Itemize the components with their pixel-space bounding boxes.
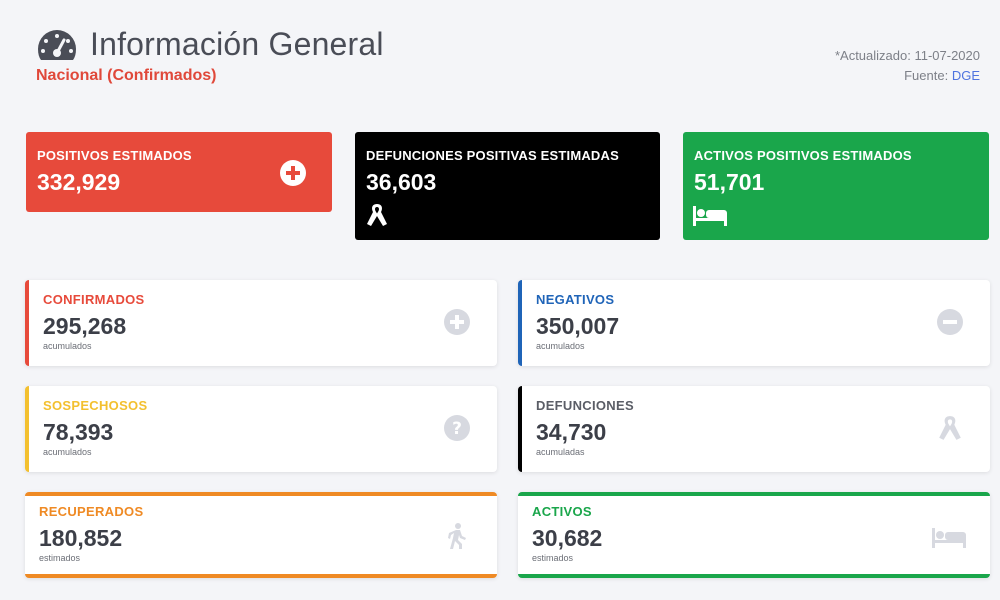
card-label: ACTIVOS [532, 504, 592, 519]
ribbon-icon [939, 416, 961, 440]
walking-icon [448, 523, 466, 549]
card-label: DEFUNCIONES POSITIVAS ESTIMADAS [366, 148, 619, 163]
source-link[interactable]: DGE [951, 68, 980, 83]
card-confirmados: CONFIRMADOS 295,268 acumulados [25, 280, 497, 366]
card-label: RECUPERADOS [39, 504, 144, 519]
card-value: 350,007 [536, 313, 620, 339]
card-value: 180,852 [39, 525, 123, 551]
card-sospechosos: SOSPECHOSOS 78,393 acumulados ? [25, 386, 497, 472]
card-note: acumulados [536, 341, 585, 351]
card-value: 36,603 [366, 169, 437, 195]
updated-date: *Actualizado: 11-07-2020 [834, 48, 980, 63]
page-header: Información General Nacional (Confirmado… [36, 26, 384, 85]
minus-circle-icon [937, 309, 963, 335]
plus-circle-icon [280, 160, 306, 186]
card-note: acumuladas [536, 447, 585, 457]
question-circle-icon: ? [444, 415, 470, 441]
card-note: acumulados [43, 341, 92, 351]
bed-icon [932, 528, 966, 548]
card-activos-estimados: ACTIVOS POSITIVOS ESTIMADOS 51,701 [683, 132, 989, 240]
card-activos: ACTIVOS 30,682 estimados [518, 492, 990, 578]
card-defunciones: DEFUNCIONES 34,730 acumuladas [518, 386, 990, 472]
title-row: Información General [36, 26, 384, 63]
card-label: DEFUNCIONES [536, 398, 634, 413]
card-label: ACTIVOS POSITIVOS ESTIMADOS [694, 148, 912, 163]
card-label: SOSPECHOSOS [43, 398, 148, 413]
card-value: 78,393 [43, 419, 114, 445]
card-positivos-estimados: POSITIVOS ESTIMADOS 332,929 [26, 132, 332, 212]
svg-text:?: ? [452, 419, 462, 439]
card-recuperados: RECUPERADOS 180,852 estimados [25, 492, 497, 578]
card-note: estimados [39, 553, 81, 563]
card-value: 295,268 [43, 313, 127, 339]
source-label: Fuente: [904, 68, 949, 83]
card-note: acumulados [43, 447, 92, 457]
card-label: CONFIRMADOS [43, 292, 145, 307]
card-defunciones-estimadas: DEFUNCIONES POSITIVAS ESTIMADAS 36,603 [355, 132, 660, 240]
plus-circle-icon [444, 309, 470, 335]
card-label: POSITIVOS ESTIMADOS [37, 148, 192, 163]
card-label: NEGATIVOS [536, 292, 615, 307]
update-meta: *Actualizado: 11-07-2020 Fuente: DGE [835, 46, 980, 86]
card-value: 51,701 [694, 169, 765, 195]
card-value: 332,929 [37, 169, 121, 195]
card-negativos: NEGATIVOS 350,007 acumulados [518, 280, 990, 366]
ribbon-icon [367, 204, 387, 226]
bed-icon [693, 206, 727, 226]
card-value: 30,682 [532, 525, 603, 551]
card-value: 34,730 [536, 419, 607, 445]
page-subtitle: Nacional (Confirmados) [36, 67, 217, 84]
source-line: Fuente: DGE [835, 66, 980, 86]
page-title: Información General [90, 26, 384, 62]
card-note: estimados [532, 553, 574, 563]
gauge-icon [38, 29, 76, 60]
